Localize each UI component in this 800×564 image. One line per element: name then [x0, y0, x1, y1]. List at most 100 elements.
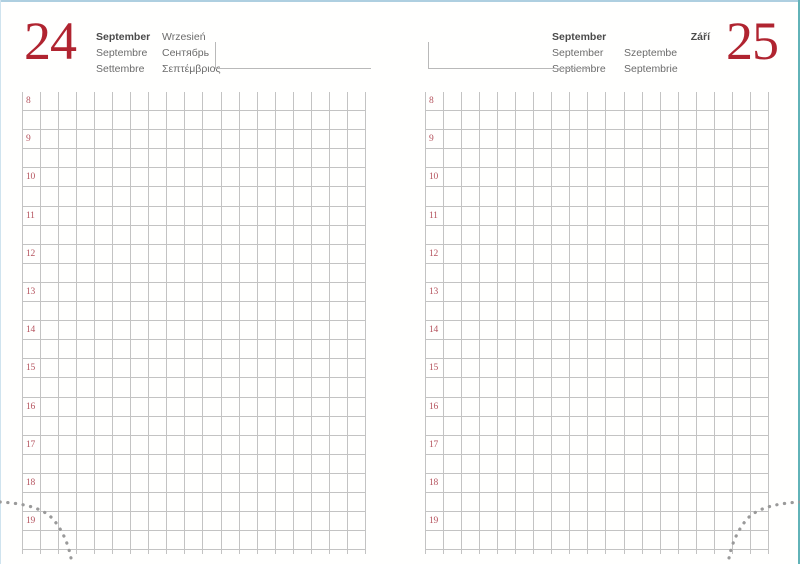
time-grid-cell[interactable]: 16 [22, 397, 41, 417]
time-grid-cell[interactable] [605, 492, 624, 513]
time-grid-row[interactable] [22, 531, 373, 551]
time-grid-cell[interactable] [659, 187, 678, 207]
time-grid-cell[interactable] [551, 378, 570, 398]
time-grid-cell[interactable] [713, 473, 732, 493]
time-grid-cell[interactable] [76, 225, 95, 245]
time-grid-cell[interactable] [202, 531, 221, 551]
time-grid-cell[interactable] [731, 416, 750, 436]
time-grid-cell[interactable] [623, 454, 642, 474]
time-grid-cell[interactable] [425, 531, 444, 551]
time-grid-cell[interactable] [76, 282, 95, 303]
time-grid-cell[interactable] [94, 302, 113, 322]
time-grid-cell[interactable] [184, 130, 203, 150]
time-grid-cell[interactable] [184, 206, 203, 226]
time-grid-cell[interactable] [659, 435, 678, 455]
time-grid-cell[interactable] [22, 531, 41, 551]
time-grid-cell[interactable] [479, 435, 498, 455]
time-grid-cell[interactable] [130, 206, 149, 226]
time-grid-cell[interactable] [461, 225, 480, 245]
time-grid-cell[interactable] [533, 531, 552, 551]
time-grid-cell[interactable] [623, 321, 642, 341]
time-grid-row[interactable] [22, 416, 373, 436]
time-grid-cell[interactable] [202, 225, 221, 245]
time-grid-cell[interactable] [515, 397, 534, 417]
time-grid-cell[interactable] [623, 149, 642, 169]
time-grid-cell[interactable] [659, 225, 678, 245]
time-grid-cell[interactable] [443, 492, 462, 513]
time-grid-cell[interactable] [292, 168, 311, 188]
time-grid-row[interactable]: 13 [425, 282, 776, 303]
time-grid-cell[interactable] [256, 225, 275, 245]
time-grid-cell[interactable] [731, 531, 750, 551]
time-grid-cell[interactable] [292, 149, 311, 169]
time-grid-cell[interactable] [310, 130, 329, 150]
time-grid-cell[interactable] [695, 435, 714, 455]
time-grid-cell[interactable] [641, 206, 660, 226]
time-grid-cell[interactable] [238, 206, 257, 226]
time-grid-cell[interactable] [130, 492, 149, 513]
time-grid-cell[interactable] [533, 321, 552, 341]
time-grid-cell[interactable] [713, 492, 732, 513]
time-grid-cell[interactable] [515, 340, 534, 360]
time-grid-row[interactable]: 13 [22, 282, 373, 303]
time-grid-cell[interactable] [238, 416, 257, 436]
time-grid-cell[interactable]: 13 [425, 282, 444, 303]
time-grid-cell[interactable] [310, 512, 329, 532]
time-grid-cell[interactable] [40, 340, 59, 360]
time-grid-cell[interactable] [202, 187, 221, 207]
time-grid-cell[interactable] [346, 473, 365, 493]
time-grid-cell[interactable] [443, 206, 462, 226]
time-grid-cell[interactable] [220, 111, 239, 131]
time-grid-cell[interactable] [76, 244, 95, 264]
time-grid-cell[interactable] [443, 321, 462, 341]
time-grid-cell[interactable] [677, 111, 696, 131]
time-grid-cell[interactable] [569, 397, 588, 417]
time-grid-cell[interactable] [677, 492, 696, 513]
time-grid-cell[interactable] [695, 378, 714, 398]
time-grid-row[interactable] [425, 492, 776, 513]
time-grid-cell[interactable] [238, 454, 257, 474]
time-grid-row[interactable]: 19 [425, 512, 776, 532]
time-grid-cell[interactable] [22, 454, 41, 474]
time-grid-cell[interactable] [623, 340, 642, 360]
time-grid-cell[interactable] [587, 92, 606, 112]
time-grid-cell[interactable] [166, 416, 185, 436]
time-grid-cell[interactable] [94, 473, 113, 493]
time-grid-cell[interactable] [569, 321, 588, 341]
time-grid-cell[interactable] [112, 340, 131, 360]
time-grid-cell[interactable] [58, 454, 77, 474]
time-grid-cell[interactable] [623, 111, 642, 131]
time-grid-row[interactable]: 16 [22, 397, 373, 417]
time-grid-cell[interactable] [58, 340, 77, 360]
time-grid-cell[interactable] [731, 359, 750, 379]
time-grid-cell[interactable] [148, 492, 167, 513]
time-grid-cell[interactable] [641, 111, 660, 131]
time-grid-cell[interactable] [479, 244, 498, 264]
time-grid-cell[interactable] [40, 512, 59, 532]
time-grid-cell[interactable] [695, 531, 714, 551]
time-grid-cell[interactable] [533, 168, 552, 188]
time-grid-cell[interactable] [461, 512, 480, 532]
time-grid-cell[interactable]: 19 [22, 512, 41, 532]
time-grid-cell[interactable] [166, 512, 185, 532]
time-grid-cell[interactable] [569, 149, 588, 169]
time-grid-row[interactable]: 12 [425, 244, 776, 264]
time-grid-cell[interactable] [292, 187, 311, 207]
time-grid-cell[interactable] [22, 302, 41, 322]
time-grid-cell[interactable] [130, 321, 149, 341]
time-grid-cell[interactable] [76, 378, 95, 398]
time-grid-cell[interactable] [533, 454, 552, 474]
time-grid-cell[interactable] [256, 435, 275, 455]
time-grid-cell[interactable] [461, 473, 480, 493]
time-grid-cell[interactable] [533, 149, 552, 169]
time-grid-cell[interactable] [515, 187, 534, 207]
time-grid-cell[interactable] [202, 149, 221, 169]
time-grid-cell[interactable] [587, 149, 606, 169]
time-grid-cell[interactable] [497, 435, 516, 455]
time-grid-cell[interactable] [605, 473, 624, 493]
time-grid-cell[interactable] [40, 416, 59, 436]
time-grid-cell[interactable] [659, 416, 678, 436]
time-grid-cell[interactable] [443, 397, 462, 417]
time-grid-cell[interactable] [659, 492, 678, 513]
time-grid-cell[interactable] [112, 263, 131, 283]
